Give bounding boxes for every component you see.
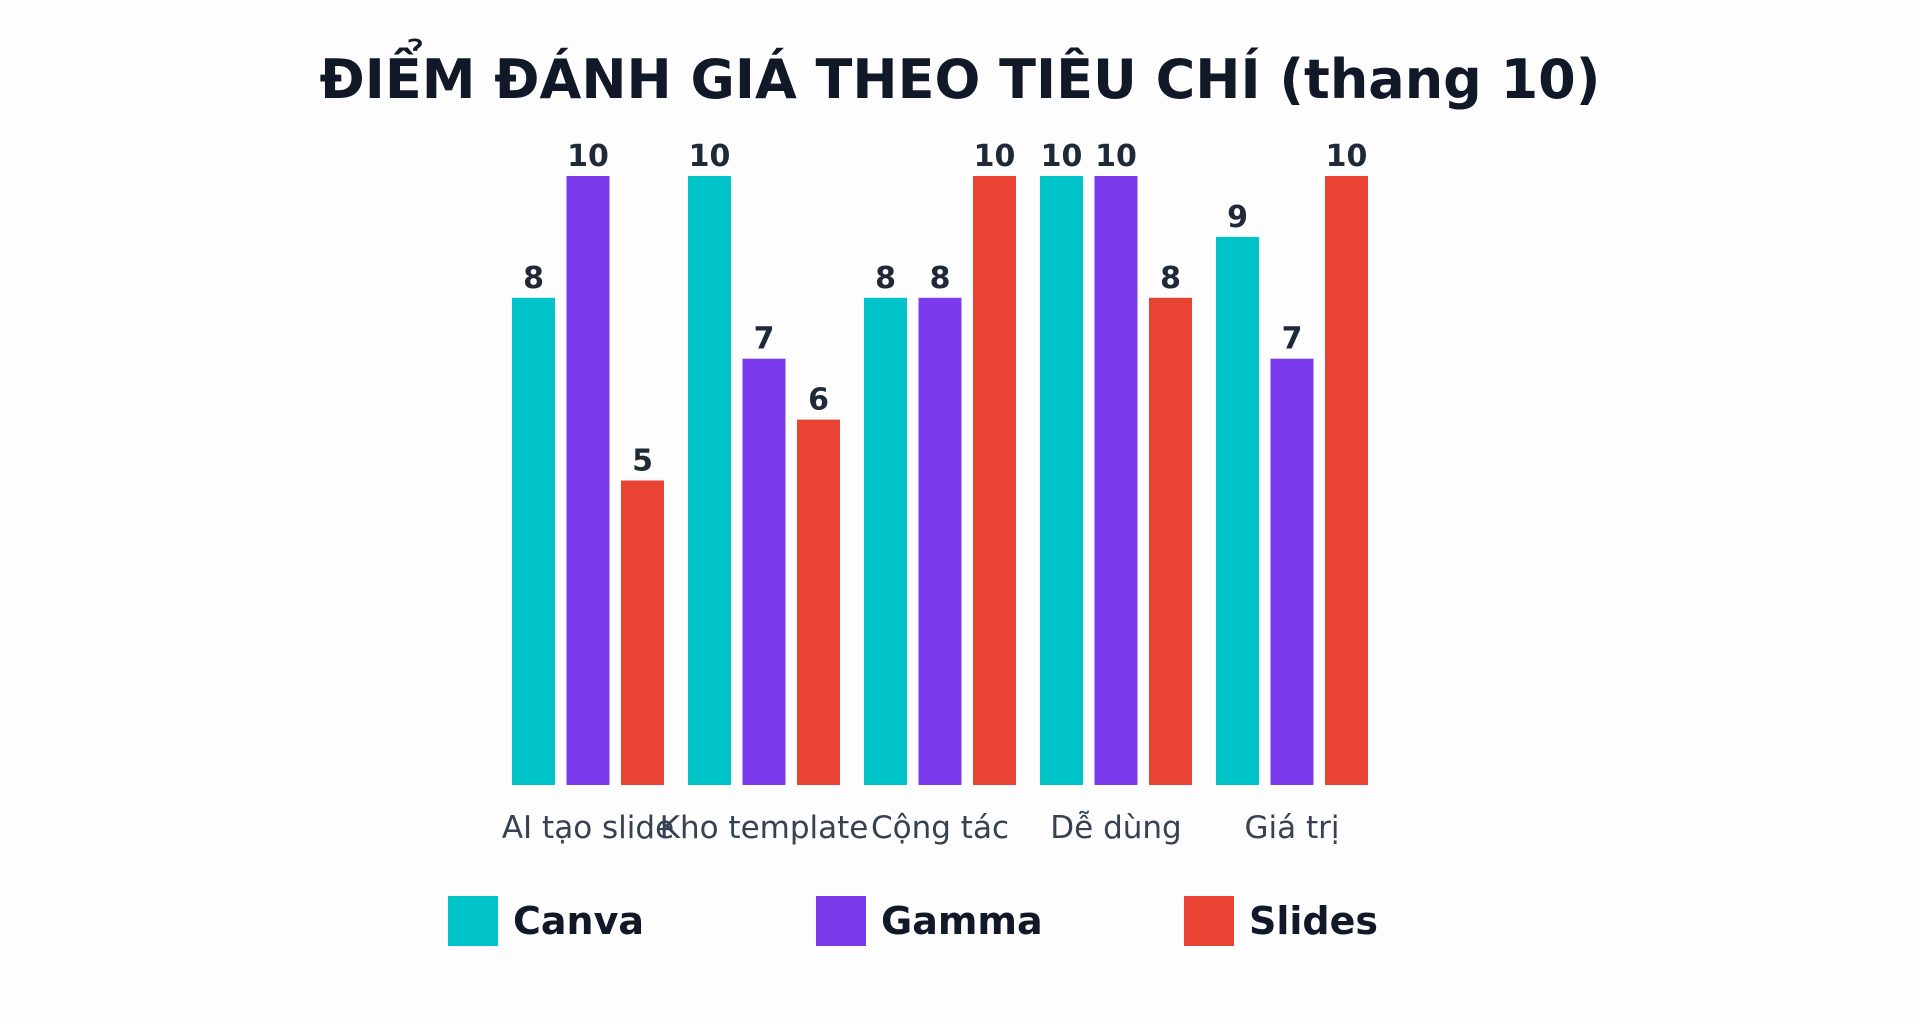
bar-slides-4: [1149, 297, 1192, 785]
value-label: 9: [1227, 200, 1248, 235]
bar-canva-5: [1216, 236, 1259, 785]
bar-canva-2: [688, 176, 731, 785]
legend-swatch: [1184, 896, 1234, 946]
bar-canva-1: [512, 297, 555, 785]
value-label: 8: [1160, 261, 1181, 296]
bar-gamma-4: [1094, 176, 1138, 785]
value-label: 8: [523, 261, 544, 296]
bar-canva-3: [864, 297, 907, 785]
legend-label: Canva: [513, 899, 644, 943]
legend-item-gamma: Gamma: [816, 896, 1043, 946]
x-tick-label: Cộng tác: [871, 810, 1009, 846]
value-label: 8: [875, 261, 896, 296]
value-label: 7: [754, 322, 775, 357]
value-label: 10: [1041, 139, 1083, 174]
legend-label: Gamma: [881, 899, 1043, 943]
value-label: 10: [974, 139, 1016, 174]
bar-slides-5: [1325, 176, 1368, 785]
legend-swatch: [448, 896, 498, 946]
x-tick-label: Giá trị: [1245, 810, 1340, 846]
bar-gamma-2: [742, 358, 786, 785]
bars-layer: [512, 176, 1368, 785]
value-label: 10: [567, 139, 609, 174]
legend-item-canva: Canva: [448, 896, 644, 946]
value-label: 5: [632, 444, 653, 479]
value-label: 10: [1326, 139, 1368, 174]
legend-swatch: [816, 896, 866, 946]
bar-gamma-1: [566, 176, 610, 785]
bar-slides-3: [973, 176, 1016, 785]
legend: Canva Gamma Slides: [448, 896, 1378, 946]
chart-title: ĐIỂM ĐÁNH GIÁ THEO TIÊU CHÍ (thang 10): [320, 39, 1601, 111]
value-label: 7: [1282, 322, 1303, 357]
bar-canva-4: [1040, 176, 1083, 785]
value-label: 10: [1095, 139, 1137, 174]
bar-gamma-5: [1270, 358, 1314, 785]
x-tick-label: AI tạo slide: [502, 810, 674, 846]
value-label: 10: [689, 139, 731, 174]
bar-gamma-3: [918, 297, 962, 785]
bar-slides-1: [621, 480, 664, 785]
value-label: 6: [808, 383, 829, 418]
value-label: 8: [930, 261, 951, 296]
x-tick-label: Dễ dùng: [1050, 810, 1181, 846]
x-tick-label: Kho template: [660, 810, 869, 846]
bar-slides-2: [797, 419, 840, 785]
legend-item-slides: Slides: [1184, 896, 1378, 946]
legend-label: Slides: [1249, 899, 1378, 943]
